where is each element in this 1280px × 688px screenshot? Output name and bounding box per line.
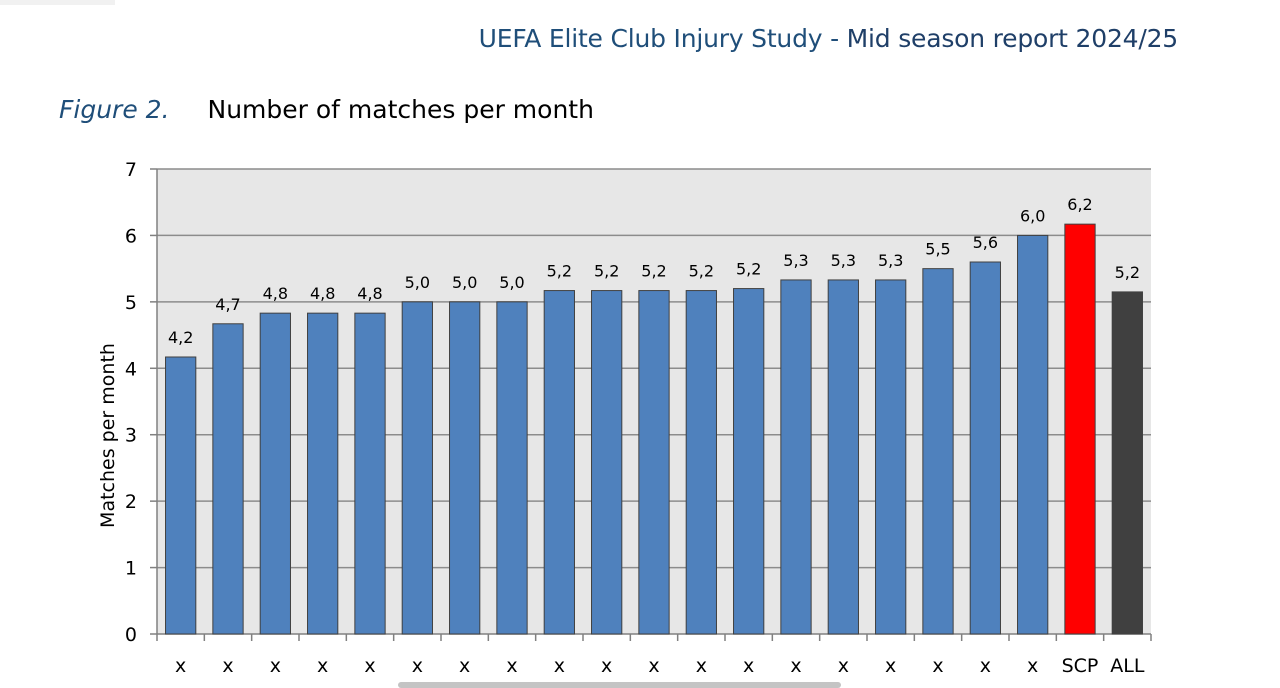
figure-label: Figure 2.	[59, 95, 170, 124]
data-label-19: 6,0	[1020, 206, 1045, 225]
bar-15	[827, 279, 859, 635]
top-left-tab-edge	[0, 0, 115, 5]
data-label-17: 5,5	[925, 240, 950, 259]
data-label-7: 5,0	[452, 273, 477, 292]
data-label-20: 6,2	[1067, 195, 1092, 214]
bar-4	[307, 312, 339, 635]
data-label-8: 5,0	[499, 273, 524, 292]
x-tick-label-8: x	[506, 655, 517, 677]
data-label-16: 5,3	[878, 251, 903, 270]
data-label-6: 5,0	[405, 273, 430, 292]
figure-caption: Figure 2. Number of matches per month	[59, 95, 594, 124]
y-tick-label: 0	[125, 624, 137, 646]
bar-7	[449, 301, 481, 635]
x-tick-label-6: x	[412, 655, 423, 677]
x-tick-label-15: x	[838, 655, 849, 677]
bar-3	[259, 312, 291, 635]
x-tick-label-7: x	[459, 655, 470, 677]
report-header-part2: Mid season report 2024/25	[846, 24, 1179, 53]
bar-6	[401, 301, 433, 635]
data-label-10: 5,2	[594, 262, 619, 281]
x-tick-label-18: x	[980, 655, 991, 677]
data-label-4: 4,8	[310, 284, 335, 303]
y-tick-label: 1	[125, 558, 137, 580]
bar-12	[685, 290, 717, 635]
x-tick-label-10: x	[601, 655, 612, 677]
data-label-9: 5,2	[547, 262, 572, 281]
bar-8	[496, 301, 528, 635]
x-tick-label-2: x	[222, 655, 233, 677]
x-tick-label-19: x	[1027, 655, 1038, 677]
y-tick-label: 7	[125, 159, 137, 181]
x-tick-label-17: x	[932, 655, 943, 677]
bar-20	[1064, 223, 1096, 635]
data-label-15: 5,3	[831, 251, 856, 270]
bar-5	[354, 312, 386, 635]
y-tick-label: 5	[125, 292, 137, 314]
data-label-13: 5,2	[736, 260, 761, 279]
bar-10	[591, 290, 623, 635]
y-tick-label: 3	[125, 425, 137, 447]
bar-1	[165, 356, 197, 635]
bar-11	[638, 290, 670, 635]
data-label-5: 4,8	[357, 284, 382, 303]
x-tick-label-9: x	[554, 655, 565, 677]
bar-9	[543, 290, 575, 635]
data-label-11: 5,2	[641, 262, 666, 281]
data-label-12: 5,2	[689, 262, 714, 281]
bar-2	[212, 323, 244, 635]
data-label-2: 4,7	[215, 295, 240, 314]
bar-19	[1017, 234, 1049, 635]
figure-title: Number of matches per month	[207, 95, 594, 124]
bar-21	[1111, 291, 1143, 635]
x-tick-label-3: x	[270, 655, 281, 677]
y-axis-label: Matches per month	[97, 343, 119, 528]
bar-17	[922, 268, 954, 635]
x-tick-label-12: x	[696, 655, 707, 677]
y-tick-label: 6	[125, 225, 137, 247]
report-header-part1: UEFA Elite Club Injury Study -	[478, 24, 847, 53]
bar-18	[969, 261, 1001, 635]
y-tick-label: 4	[125, 358, 137, 380]
data-label-14: 5,3	[783, 251, 808, 270]
x-tick-label-4: x	[317, 655, 328, 677]
bar-13	[733, 288, 765, 635]
x-tick-label-1: x	[175, 655, 186, 677]
y-tick-label: 2	[125, 491, 137, 513]
x-tick-label-5: x	[364, 655, 375, 677]
x-tick-label-16: x	[885, 655, 896, 677]
x-tick-label-20: SCP	[1062, 655, 1099, 677]
data-label-1: 4,2	[168, 328, 193, 347]
x-tick-label-13: x	[743, 655, 754, 677]
data-label-3: 4,8	[263, 284, 288, 303]
x-tick-label-21: ALL	[1110, 655, 1145, 677]
data-label-18: 5,6	[973, 233, 998, 252]
x-tick-label-14: x	[790, 655, 801, 677]
report-header: UEFA Elite Club Injury Study - Mid seaso…	[478, 24, 1179, 53]
bar-14	[780, 279, 812, 635]
horizontal-scrollbar[interactable]	[398, 682, 841, 688]
data-label-21: 5,2	[1115, 263, 1140, 282]
x-tick-label-11: x	[648, 655, 659, 677]
bar-16	[875, 279, 907, 635]
